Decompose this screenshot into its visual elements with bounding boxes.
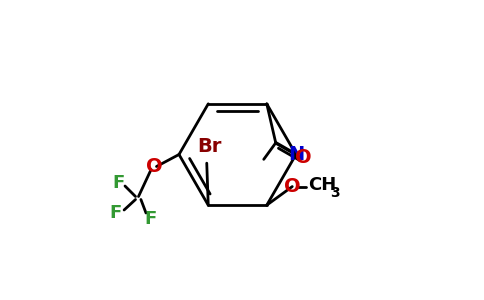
Text: F: F [110, 204, 122, 222]
Text: O: O [284, 177, 301, 196]
Text: O: O [146, 157, 163, 176]
Text: Br: Br [197, 137, 222, 156]
Text: O: O [295, 148, 312, 167]
Text: N: N [288, 145, 304, 164]
Text: CH: CH [308, 176, 336, 194]
Text: F: F [113, 174, 125, 192]
Text: F: F [144, 210, 157, 228]
Text: 3: 3 [330, 186, 340, 200]
